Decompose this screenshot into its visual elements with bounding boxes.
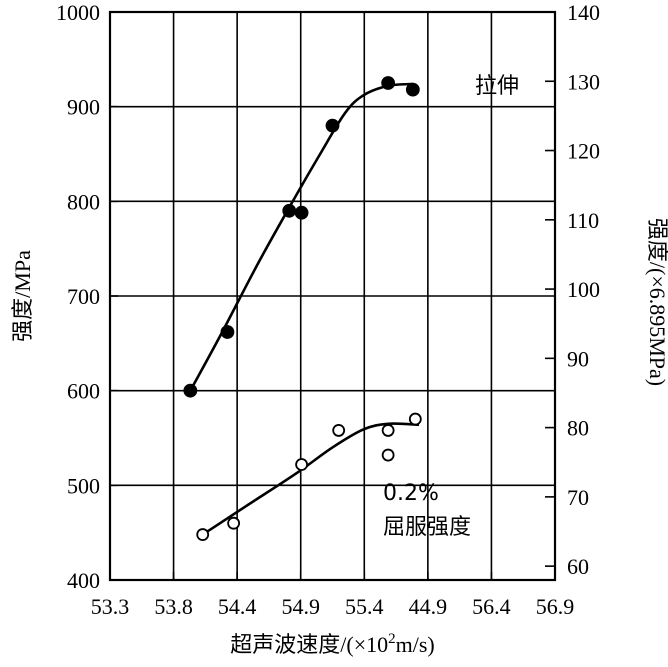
yield-data-point bbox=[295, 458, 308, 471]
x-tick-label: 53.3 bbox=[91, 594, 130, 619]
y-tick-label: 800 bbox=[67, 189, 100, 214]
series-curve-1 bbox=[201, 422, 420, 536]
y2-tick-label: 60 bbox=[567, 554, 589, 579]
tensile-data-point bbox=[294, 205, 309, 220]
tensile-data-point bbox=[220, 325, 235, 339]
y2-axis-title: 强度/(×6.895MPa) bbox=[645, 218, 668, 386]
x-axis-title-main: 超声波速度/(×10 bbox=[230, 632, 388, 657]
y-axis-title: 强度/MPa bbox=[10, 250, 35, 342]
yield-data-point bbox=[381, 424, 395, 437]
yield-data-point bbox=[332, 424, 346, 437]
y-tick-label: 1000 bbox=[56, 0, 100, 25]
y2-tick-label: 140 bbox=[567, 0, 600, 25]
tensile-data-point bbox=[405, 82, 420, 97]
yield-data-point bbox=[227, 516, 241, 530]
tensile-data-point bbox=[381, 76, 396, 90]
x-tick-label: 56.9 bbox=[536, 594, 575, 619]
x-tick-label: 56.4 bbox=[472, 594, 511, 619]
x-axis-title: 超声波速度/(×102m/s) bbox=[230, 631, 434, 657]
x-tick-label: 55.4 bbox=[345, 594, 384, 619]
tensile-data-point bbox=[325, 118, 340, 133]
y2-tick-label: 120 bbox=[567, 139, 600, 164]
x-axis-title-unit: m/s) bbox=[396, 632, 435, 657]
yield-data-point bbox=[196, 528, 210, 541]
y-tick-label: 900 bbox=[67, 95, 100, 120]
y2-tick-label: 70 bbox=[567, 485, 589, 510]
y2-tick-label: 130 bbox=[567, 69, 600, 94]
x-axis-title-superscript: 2 bbox=[388, 631, 396, 647]
series-label-yield-line2: 屈服强度 bbox=[383, 515, 471, 540]
y-tick-label: 700 bbox=[67, 284, 100, 309]
tensile-data-point bbox=[282, 203, 297, 218]
y2-tick-label: 90 bbox=[567, 346, 589, 371]
series-label-yield-line1: 0.2% bbox=[383, 481, 439, 506]
y2-tick-label: 110 bbox=[567, 208, 599, 233]
y-tick-label: 600 bbox=[67, 379, 100, 404]
x-tick-label: 54.4 bbox=[218, 594, 257, 619]
y-tick-label: 400 bbox=[67, 568, 100, 593]
yield-data-point bbox=[408, 412, 422, 426]
x-tick-label: 54.9 bbox=[281, 594, 320, 619]
x-tick-label: 44.9 bbox=[409, 594, 448, 619]
x-tick-label: 53.8 bbox=[154, 594, 193, 619]
yield-data-point bbox=[381, 448, 395, 462]
y2-tick-label: 80 bbox=[567, 416, 589, 441]
tensile-data-point bbox=[183, 383, 198, 398]
series-label-tensile: 拉伸 bbox=[475, 74, 519, 99]
y2-tick-label: 100 bbox=[567, 277, 600, 302]
series-curve-0 bbox=[189, 82, 413, 392]
y-tick-label: 500 bbox=[67, 473, 100, 498]
